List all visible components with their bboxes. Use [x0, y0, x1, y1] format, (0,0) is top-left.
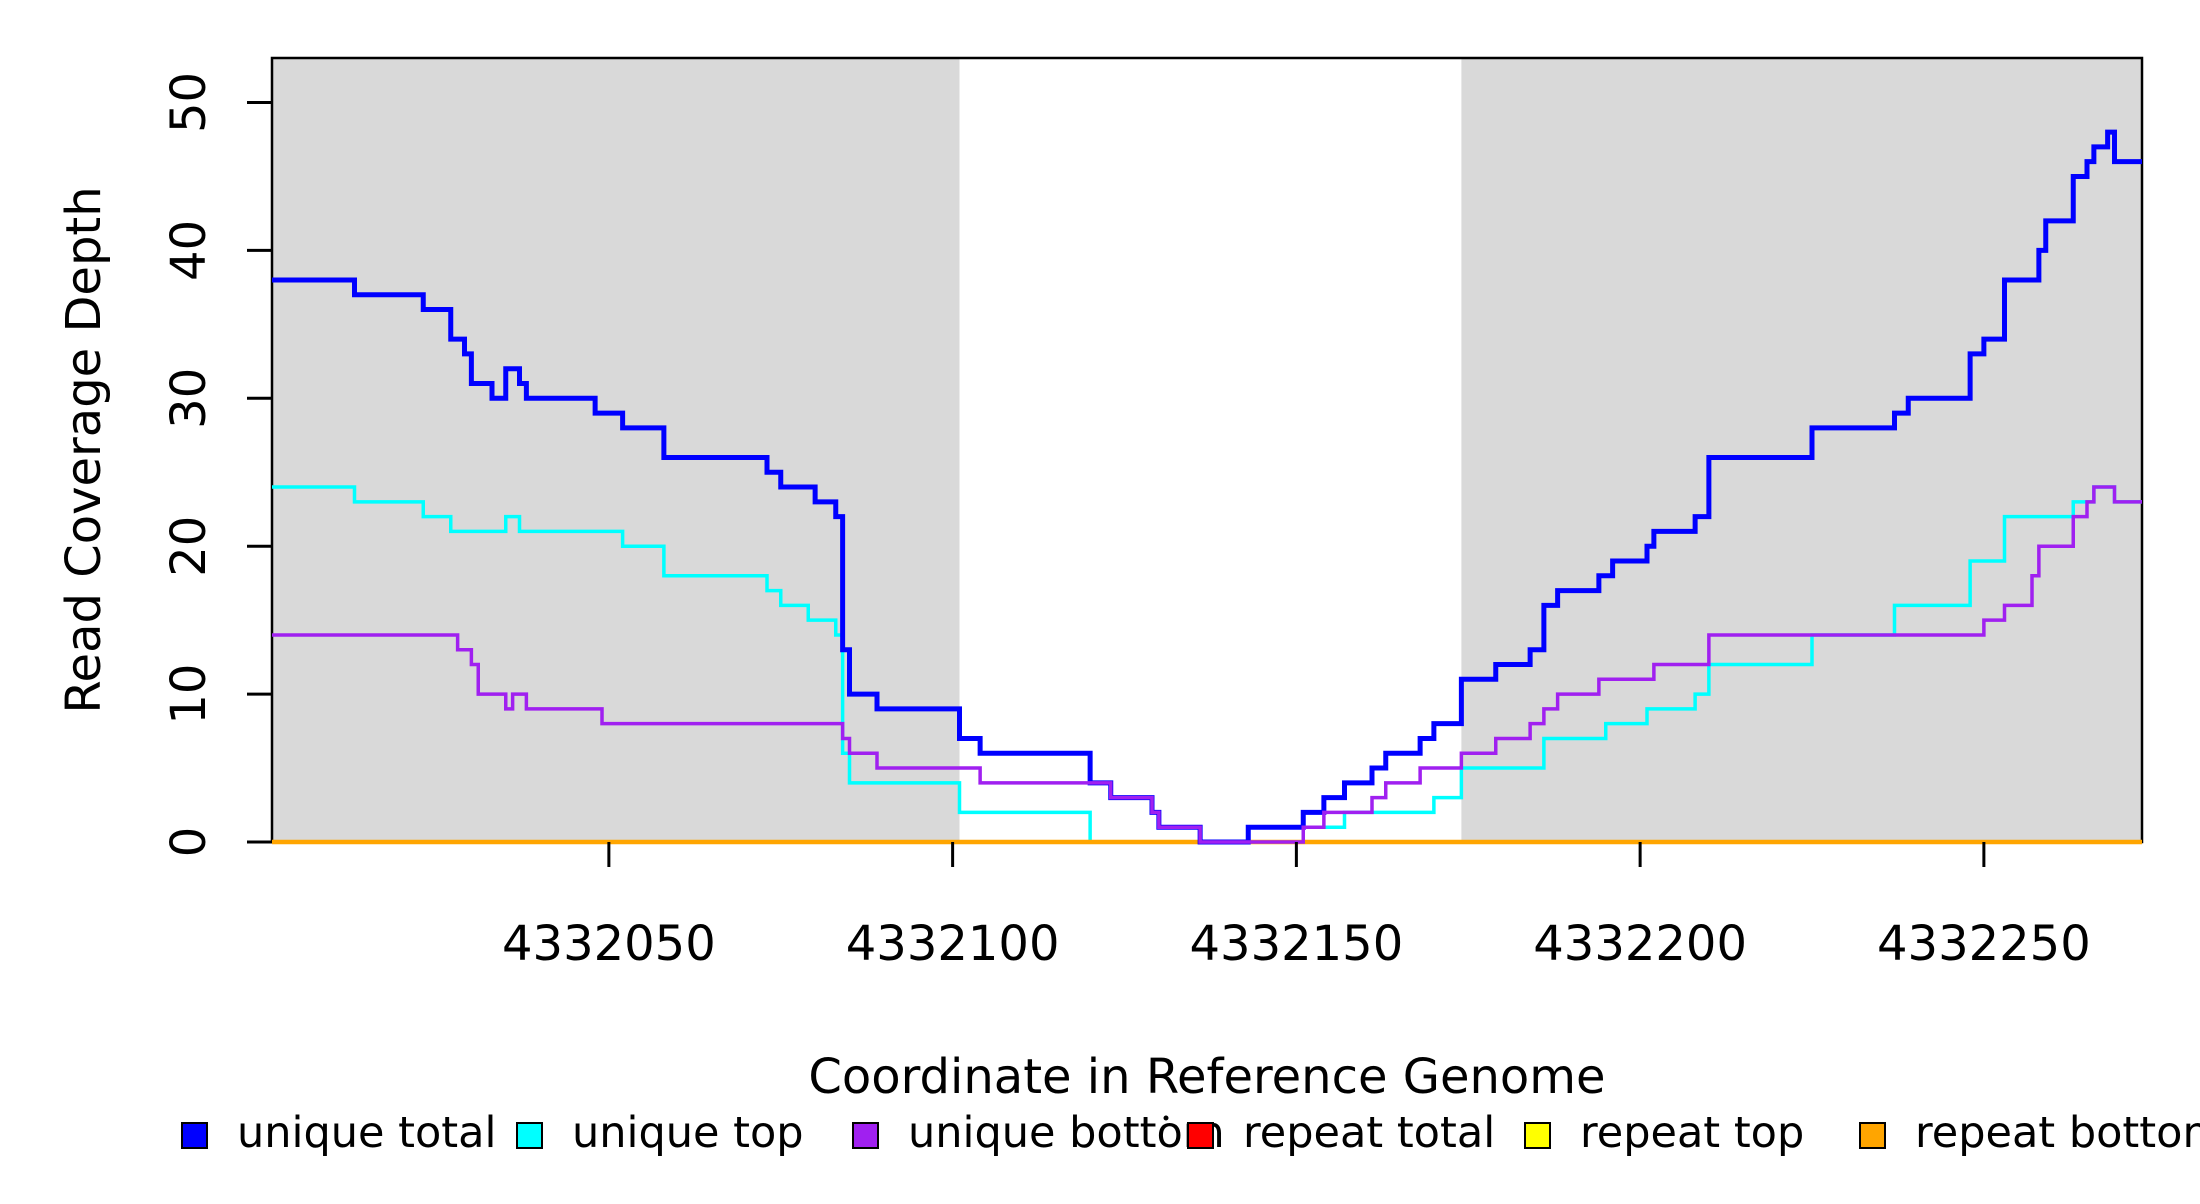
legend-label: unique bottom: [908, 1108, 1225, 1158]
series-line-unique-total: [272, 129, 2142, 845]
y-tick-label: 10: [161, 664, 217, 725]
x-tick-label: 4332050: [502, 916, 716, 972]
legend-swatch: [852, 1122, 879, 1149]
x-tick-label: 4332100: [846, 916, 1060, 972]
legend-label: unique top: [572, 1108, 804, 1158]
legend-label: repeat top: [1580, 1108, 1804, 1158]
x-tick-label: 4332250: [1877, 916, 2091, 972]
legend-swatch: [516, 1122, 543, 1149]
legend-swatch: [1187, 1122, 1214, 1149]
legend-swatch: [1524, 1122, 1551, 1149]
series-lines: [272, 129, 2142, 845]
legend-label: repeat total: [1243, 1108, 1495, 1158]
x-tick-label: 4332150: [1189, 916, 1403, 972]
legend-swatch: [181, 1122, 208, 1149]
y-tick-label: 0: [161, 827, 217, 858]
axes: 0 10 20 30 40 50 4332050 4332100 4332150 4332200 4…: [161, 72, 2091, 972]
left-gray-block: [272, 58, 960, 842]
legend-item-unique-top: unique top: [516, 1108, 804, 1158]
legend-item-repeat-bottom: repeat bottom: [1859, 1108, 2200, 1158]
x-axis-title: Coordinate in Reference Genome: [808, 1049, 1605, 1105]
legend-swatch: [1859, 1122, 1886, 1149]
legend-item-unique-bottom: unique bottom: [852, 1108, 1225, 1158]
legend-item-repeat-total: repeat total: [1187, 1108, 1495, 1158]
legend: unique total unique top unique bottom repea…: [181, 1108, 2200, 1158]
legend-label: unique total: [237, 1108, 496, 1158]
y-tick-label: 20: [161, 516, 217, 577]
y-tick-label: 40: [161, 220, 217, 281]
x-tick-label: 4332200: [1533, 916, 1747, 972]
y-tick-label: 50: [161, 72, 217, 133]
legend-item-repeat-top: repeat top: [1524, 1108, 1804, 1158]
y-axis-title: Read Coverage Depth: [56, 186, 112, 713]
legend-item-unique-total: unique total: [181, 1108, 496, 1158]
shaded-regions: [272, 58, 2142, 842]
y-tick-label: 30: [161, 368, 217, 429]
legend-label: repeat bottom: [1915, 1108, 2200, 1158]
legend-artifact-dot: [1163, 1115, 1169, 1121]
right-gray-block: [1461, 58, 2142, 842]
series-line-unique-bottom: [272, 485, 2142, 844]
